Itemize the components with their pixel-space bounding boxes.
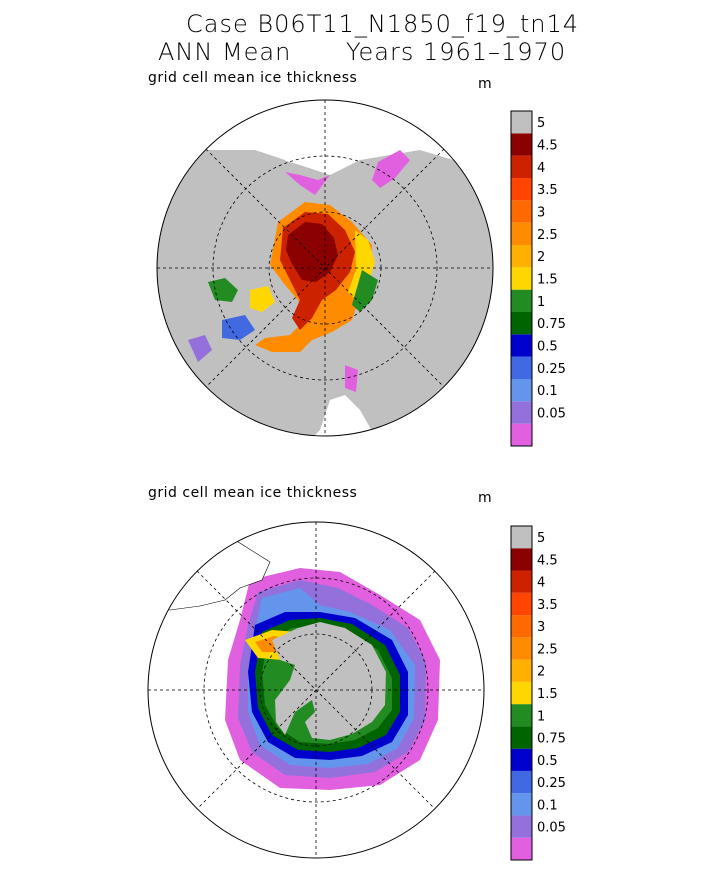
colorbar-north-swatch-10 [511,200,532,223]
colorbar-north-label-7: 2 [537,250,545,265]
colorbar-north-label-10: 3.5 [537,183,558,198]
colorbar-north-frame [510,110,533,447]
colorbar-south-label-13: 5 [537,531,545,546]
colorbar-south-swatch-13 [511,548,532,571]
colorbar-north-swatch-5 [511,312,532,335]
colorbar-north-swatch-9 [511,222,532,245]
south-polar-map [148,522,484,858]
colorbar-south-swatch-5 [511,726,532,749]
colorbar-south-swatch-3 [511,770,532,794]
colorbar-north-label-2: 0.25 [537,362,566,377]
colorbar-south-swatch-0 [511,837,532,860]
colorbar-south-label-0: 0.05 [537,821,566,836]
colorbar-south-label-1: 0.1 [537,798,558,813]
colorbar-south-swatch-6 [511,704,532,727]
colorbar-south-swatch-7 [511,681,532,705]
figure-title-period-label: ANN Mean [158,38,292,66]
colorbar-north-label-4: 0.75 [537,317,566,332]
colorbar-south-frame [510,525,533,861]
figure-title-line1: Case B06T11_N1850_f19_tn14 [186,10,579,38]
north-ice-yellow-baffin [250,286,275,312]
north-ice-pink-baltic [345,365,358,392]
north-ice-darkred [286,222,338,282]
figure-title-years: Years 1961–1970 [346,38,567,66]
colorbar-north-swatch-11 [511,178,532,201]
colorbar-south-swatch-11 [511,592,532,616]
colorbar-north-swatch-4 [511,334,532,357]
colorbar-north-label-11: 4 [537,161,545,176]
colorbar-north-swatch-0 [511,423,532,446]
north-map-border [156,99,494,437]
north-land-americas [157,150,300,345]
colorbar-north-swatch-1 [511,401,532,424]
colorbar-north-label-5: 1 [537,295,545,310]
north-ice-pink [285,172,330,195]
colorbar-north-label-8: 2.5 [537,228,558,243]
colorbar-south-swatch-8 [511,659,532,682]
north-ice-pink-2 [372,150,410,188]
colorbar-south-swatch-2 [511,793,532,816]
panel-south-title: grid cell mean ice thickness [148,485,358,501]
panel-north-title: grid cell mean ice thickness [148,70,358,86]
north-ice-green [352,270,378,312]
north-ice-blue-labrador [222,315,255,340]
colorbar-north-label-0: 0.05 [537,407,566,422]
colorbar-south-swatch-14 [511,526,532,549]
colorbar-south-label-9: 3 [537,620,545,635]
colorbar-north-label-6: 1.5 [537,273,558,288]
colorbar-north-label-1: 0.1 [537,384,558,399]
colorbar-south-label-12: 4.5 [537,553,558,568]
colorbar-north-swatch-7 [511,267,532,290]
panel-south-units: m [478,490,493,506]
south-land-antarctica [272,622,386,740]
colorbar-north-label-13: 5 [537,116,545,131]
colorbar-north-label-3: 0.5 [537,340,558,355]
colorbar-south-label-11: 4 [537,576,545,591]
colorbar-south-swatch-12 [511,570,532,593]
panel-north-units: m [478,76,493,92]
colorbar-south-label-5: 1 [537,709,545,724]
colorbar-south-label-8: 2.5 [537,642,558,657]
north-ice-violet [188,335,212,362]
colorbar-south-label-10: 3.5 [537,598,558,613]
colorbar-north-swatch-3 [511,356,532,379]
colorbar-north-swatch-12 [511,155,532,178]
colorbar-south-swatch-10 [511,615,532,638]
colorbars: 0.05 0.1 0.25 0.5 0.75 1 1.5 2 2.5 3 3.5 4 4.5 5 0.05 0… [510,110,566,861]
colorbar-south-swatch-9 [511,637,532,660]
north-ice-green-hudson [208,278,238,302]
north-polar-map [157,100,493,436]
colorbar-south-label-4: 0.75 [537,732,566,747]
colorbar-south-swatch-1 [511,815,532,838]
colorbar-north-label-12: 4.5 [537,139,558,154]
colorbar-north-label-9: 3 [537,206,545,221]
colorbar-south-label-3: 0.5 [537,754,558,769]
colorbar-north-swatch-13 [511,133,532,156]
colorbar-north-swatch-14 [511,111,532,134]
colorbar-south-label-7: 2 [537,665,545,680]
colorbar-south-label-2: 0.25 [537,776,566,791]
south-map-border [147,521,485,859]
colorbar-south-label-6: 1.5 [537,687,558,702]
colorbar-north-swatch-2 [511,379,532,402]
colorbar-north-swatch-6 [511,289,532,312]
colorbar-north-swatch-8 [511,245,532,268]
colorbar-south-swatch-4 [511,748,532,771]
